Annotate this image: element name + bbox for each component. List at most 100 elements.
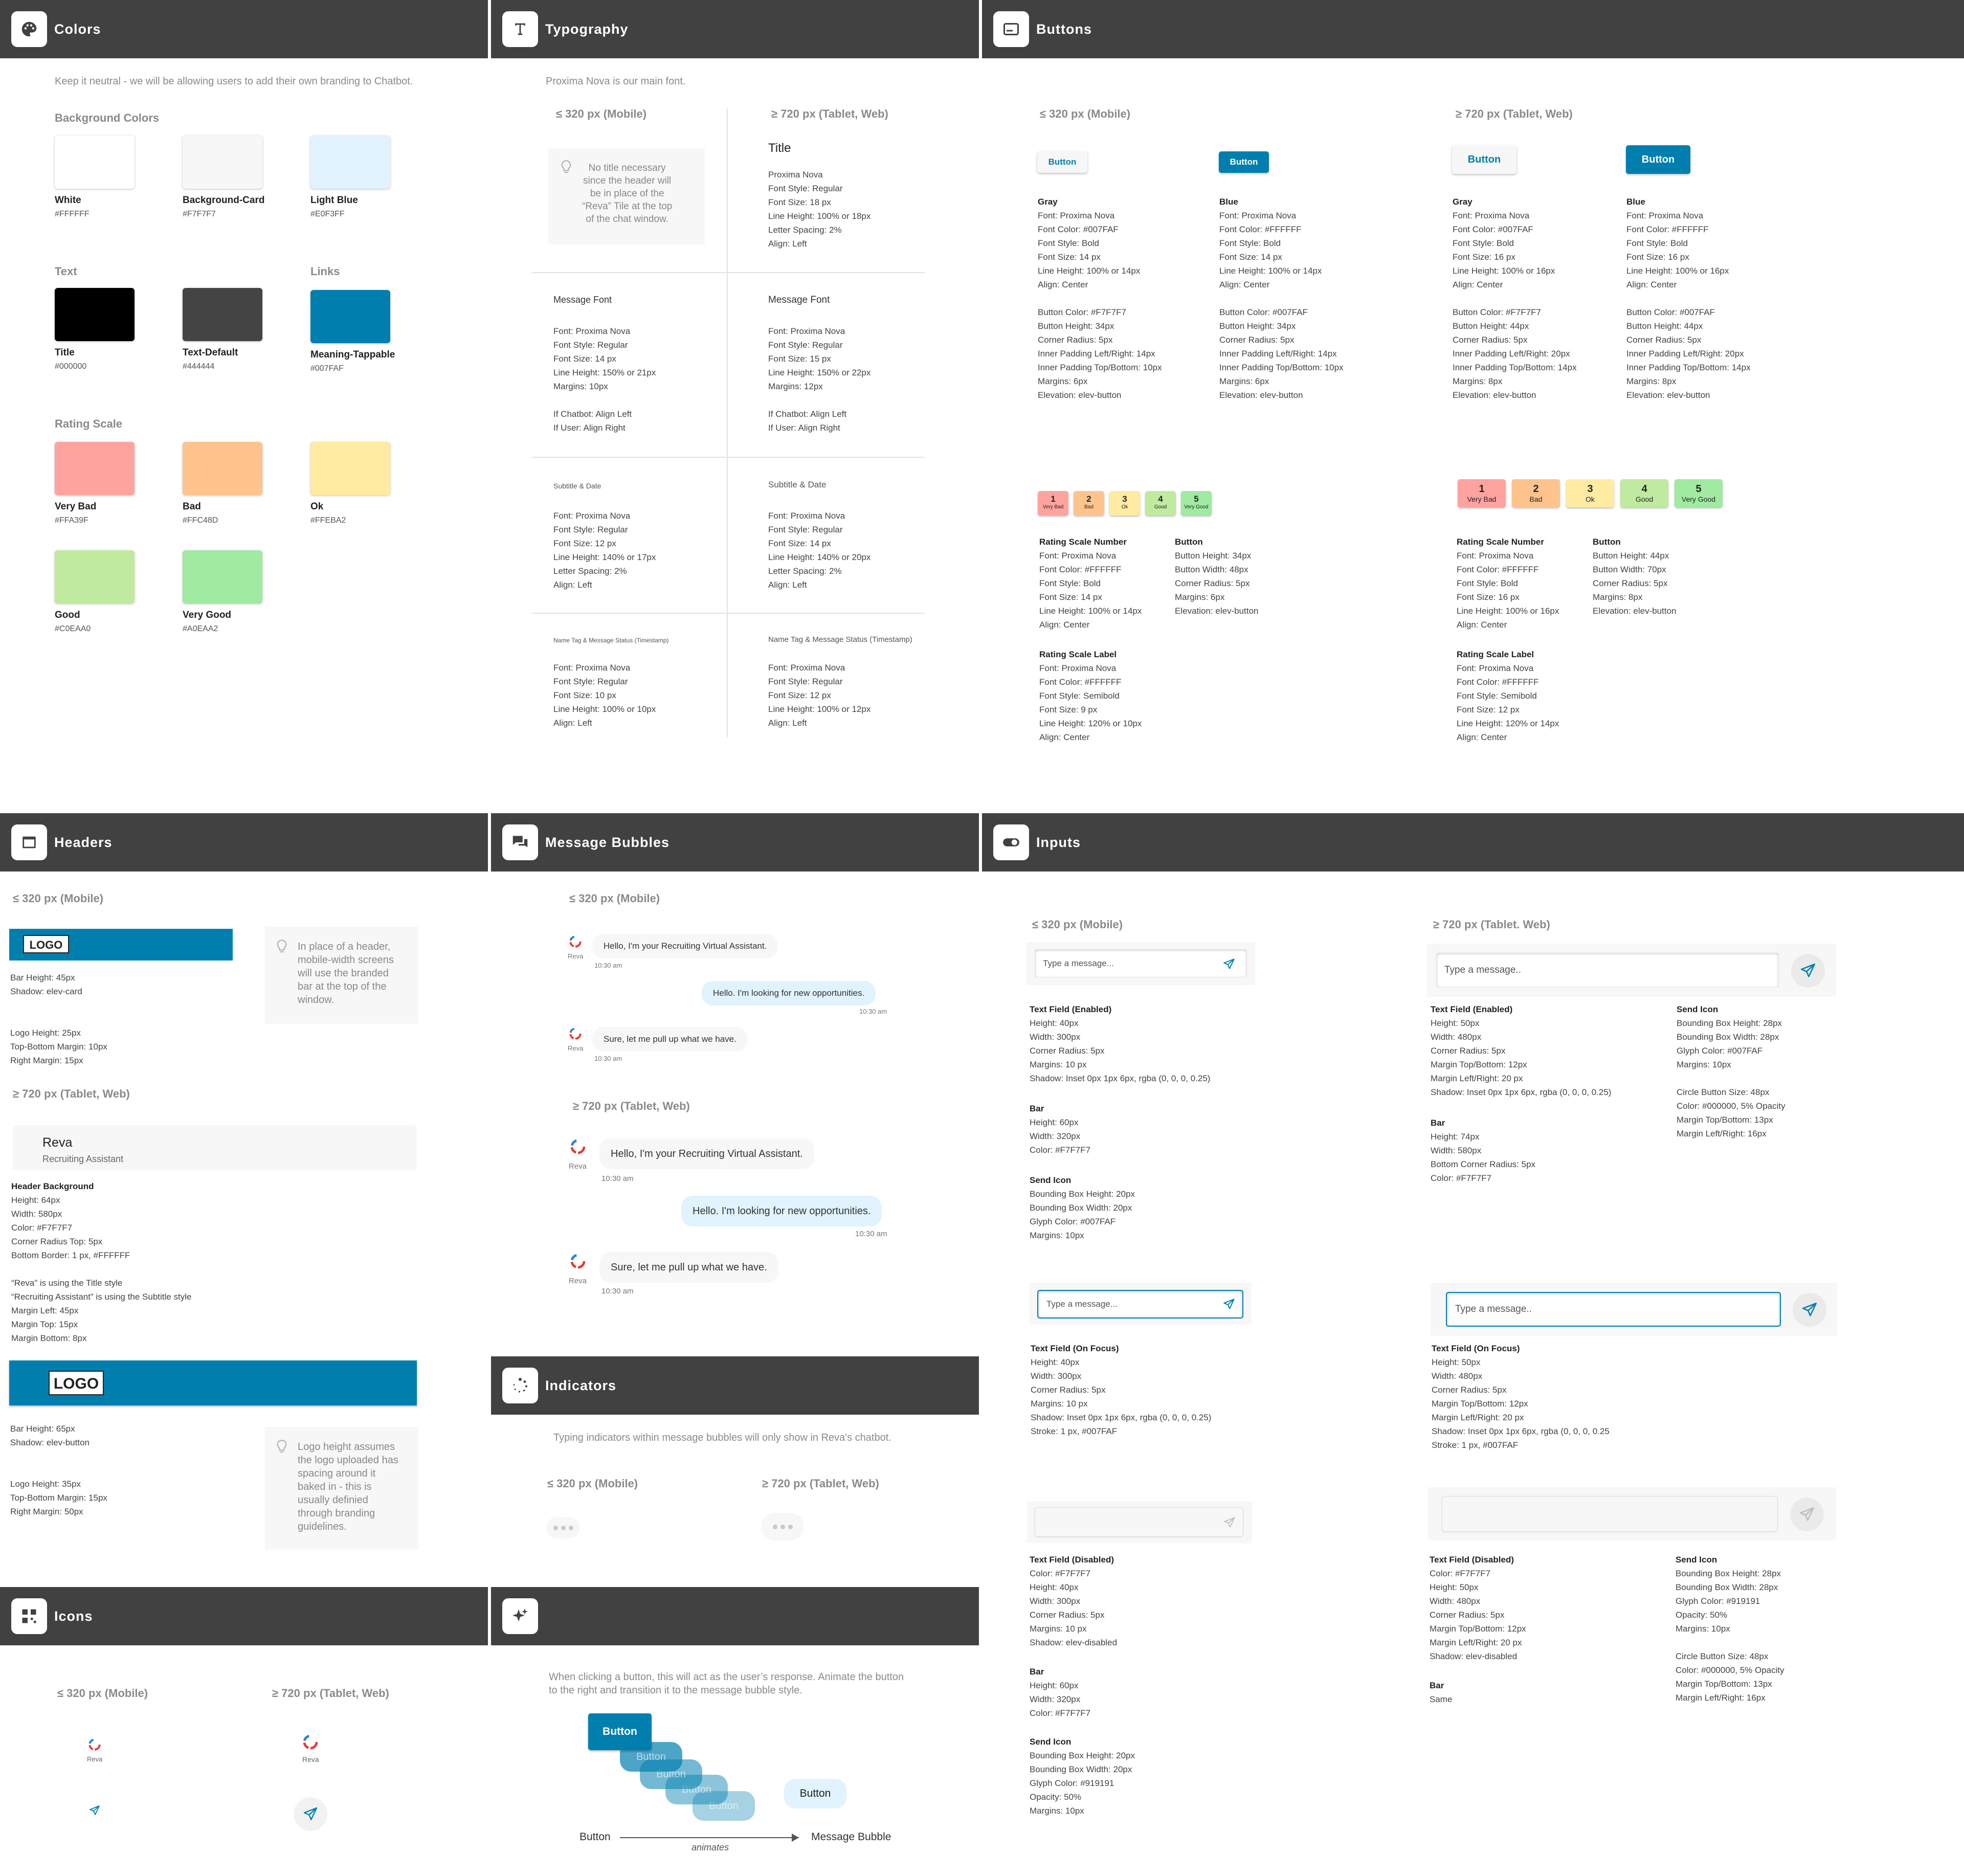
message-input[interactable]: Type a message... [1035, 949, 1247, 978]
web-header-background: Reva Recruiting Assistant [13, 1125, 417, 1170]
swatch-name: White [55, 195, 81, 206]
breakpoint-web: ≥ 720 px (Tablet, Web) [771, 107, 888, 120]
web-branded-bar: LOGO [9, 1360, 417, 1405]
swatch-name: Text-Default [183, 347, 238, 358]
swatch-name: Bad [183, 501, 201, 512]
title-web-spec: Proxima Nova Font Style: Regular Font Si… [768, 170, 871, 249]
msg-mobile-spec: Font: Proxima Nova Font Style: Regular F… [553, 326, 656, 433]
color-swatch [183, 288, 262, 341]
animation-header [491, 1587, 979, 1645]
rating-label: Very Good [1681, 495, 1716, 503]
send-circle-button[interactable] [294, 1797, 327, 1831]
section-title: Typography [545, 21, 629, 37]
bar-heading: Bar [1030, 1104, 1044, 1113]
rating-button-4[interactable]: 4 Good [1145, 491, 1176, 516]
user-message: Hello. I'm looking for new opportunities… [681, 1196, 882, 1226]
msg-web-spec: Font: Proxima Nova Font Style: Regular F… [768, 326, 871, 433]
section-title: Icons [54, 1609, 93, 1624]
breakpoint-web: ≥ 720 px (Tablet, Web) [762, 1477, 879, 1490]
name-mobile-spec: Font: Proxima Nova Font Style: Regular F… [553, 663, 656, 728]
typing-indicator-web [761, 1513, 804, 1540]
swatch-hex: #FFFFFF [55, 210, 90, 218]
message-input-focused[interactable]: Type a message.. [1446, 1292, 1781, 1327]
send-icon[interactable] [1222, 957, 1236, 971]
animation-ghost: Button [693, 1791, 755, 1821]
bar2-spec: Bar Height: 65px Shadow: elev-button Log… [10, 1424, 107, 1516]
send-circle-button-disabled [1790, 1498, 1824, 1531]
blue-button-mobile[interactable]: Button [1219, 151, 1269, 173]
rating-scale-label: Rating Scale [55, 417, 123, 430]
indicators-header: Indicators [491, 1356, 979, 1415]
swatch-name: Very Good [183, 610, 232, 620]
rating-button-2[interactable]: 2 Bad [1512, 479, 1560, 507]
rsl-mobile-spec: Font: Proxima Nova Font Color: #FFFFFF F… [1039, 663, 1142, 742]
rating-label: Ok [1121, 504, 1128, 510]
gray-web-spec: Font: Proxima Nova Font Color: #007FAF F… [1453, 211, 1577, 400]
breakpoint-mobile: ≤ 320 px (Mobile) [569, 892, 660, 905]
swatch-name: Good [55, 610, 80, 620]
gray-button-web[interactable]: Button [1452, 145, 1516, 174]
input-bar-mobile: Type a message... [1026, 942, 1255, 985]
arrow-head [792, 1834, 799, 1842]
typography-tip: No title necessary since the header will… [548, 148, 705, 244]
message-font-heading: Message Font [553, 295, 612, 305]
rating-button-1[interactable]: 1 Very Bad [1038, 491, 1068, 516]
blue-web-spec: Font: Proxima Nova Font Color: #FFFFFF F… [1626, 211, 1751, 400]
blue-button-web[interactable]: Button [1626, 145, 1690, 174]
m-dsend-spec: Bounding Box Height: 20px Bounding Box W… [1030, 1751, 1135, 1816]
color-swatch [310, 136, 390, 189]
rbtn-mobile-spec: Button Height: 34px Button Width: 48px C… [1175, 551, 1259, 616]
lightbulb-icon [561, 160, 571, 173]
rating-button-5[interactable]: 5 Very Good [1675, 479, 1723, 507]
animation-start-button[interactable]: Button [588, 1713, 652, 1750]
inputs-header: Inputs [982, 813, 1964, 872]
breakpoint-web: ≥ 720 px (Tablet, Web) [272, 1687, 389, 1700]
rating-label: Good [1635, 495, 1654, 503]
bar1-spec: Bar Height: 45px Shadow: elev-card Logo … [10, 973, 107, 1065]
timestamp: 10:30 am [594, 1055, 622, 1062]
swatch-name: Very Bad [55, 501, 97, 512]
window-icon [11, 824, 47, 860]
sparkle-icon [502, 1598, 538, 1634]
avatar-label: Reva [87, 1755, 103, 1763]
toggle-icon [993, 824, 1029, 860]
rating-label: Ok [1586, 495, 1595, 503]
send-icon[interactable] [1222, 1298, 1236, 1311]
gray-button-mobile[interactable]: Button [1037, 151, 1087, 173]
rating-label: Very Bad [1467, 495, 1497, 503]
send-icon [303, 1807, 318, 1820]
rating-number: 4 [1158, 494, 1163, 504]
breakpoint-mobile: ≤ 320 px (Mobile) [57, 1687, 148, 1700]
message-input-disabled [1442, 1497, 1777, 1531]
rating-button-2[interactable]: 2 Bad [1074, 491, 1104, 516]
rating-number: 5 [1194, 494, 1199, 504]
rating-button-1[interactable]: 1 Very Bad [1458, 479, 1506, 507]
send-circle-button[interactable] [1793, 1293, 1826, 1327]
name-web-spec: Font: Proxima Nova Font Style: Regular F… [768, 663, 871, 728]
rating-button-3[interactable]: 3 Ok [1109, 491, 1140, 516]
input-bar-mobile-focus: Type a message... [1029, 1283, 1252, 1325]
avatar-label: Reva [569, 1277, 587, 1285]
rating-button-3[interactable]: 3 Ok [1566, 479, 1614, 507]
swatch-hex: #000000 [55, 362, 87, 371]
lightbulb-icon [277, 1440, 287, 1453]
message-input-focused[interactable]: Type a message... [1037, 1290, 1243, 1319]
gray-mobile-spec: Font: Proxima Nova Font Color: #007FAF F… [1038, 211, 1162, 400]
swatch-name: Light Blue [310, 195, 358, 206]
w-disabled-spec: Color: #F7F7F7 Height: 50px Width: 480px… [1430, 1569, 1526, 1661]
message-input[interactable]: Type a message.. [1436, 953, 1779, 988]
reva-avatar-icon [88, 1738, 101, 1751]
subtitle-heading: Subtitle & Date [768, 480, 827, 489]
send-icon[interactable] [88, 1804, 101, 1817]
swatch-hex: #444444 [183, 362, 215, 371]
rating-number: 4 [1641, 483, 1647, 495]
w-dbar-spec: Same [1430, 1694, 1453, 1704]
rating-button-4[interactable]: 4 Good [1620, 479, 1668, 507]
send-heading: Send Icon [1030, 1175, 1072, 1185]
tf-heading: Text Field (On Focus) [1031, 1344, 1119, 1353]
send-circle-button[interactable] [1791, 954, 1825, 988]
bar-heading: Bar [1030, 1667, 1044, 1677]
indicators-intro: Typing indicators within message bubbles… [553, 1432, 891, 1443]
bot-message: Hello, I'm your Recruiting Virtual Assis… [592, 934, 778, 958]
rating-button-5[interactable]: 5 Very Good [1181, 491, 1212, 516]
